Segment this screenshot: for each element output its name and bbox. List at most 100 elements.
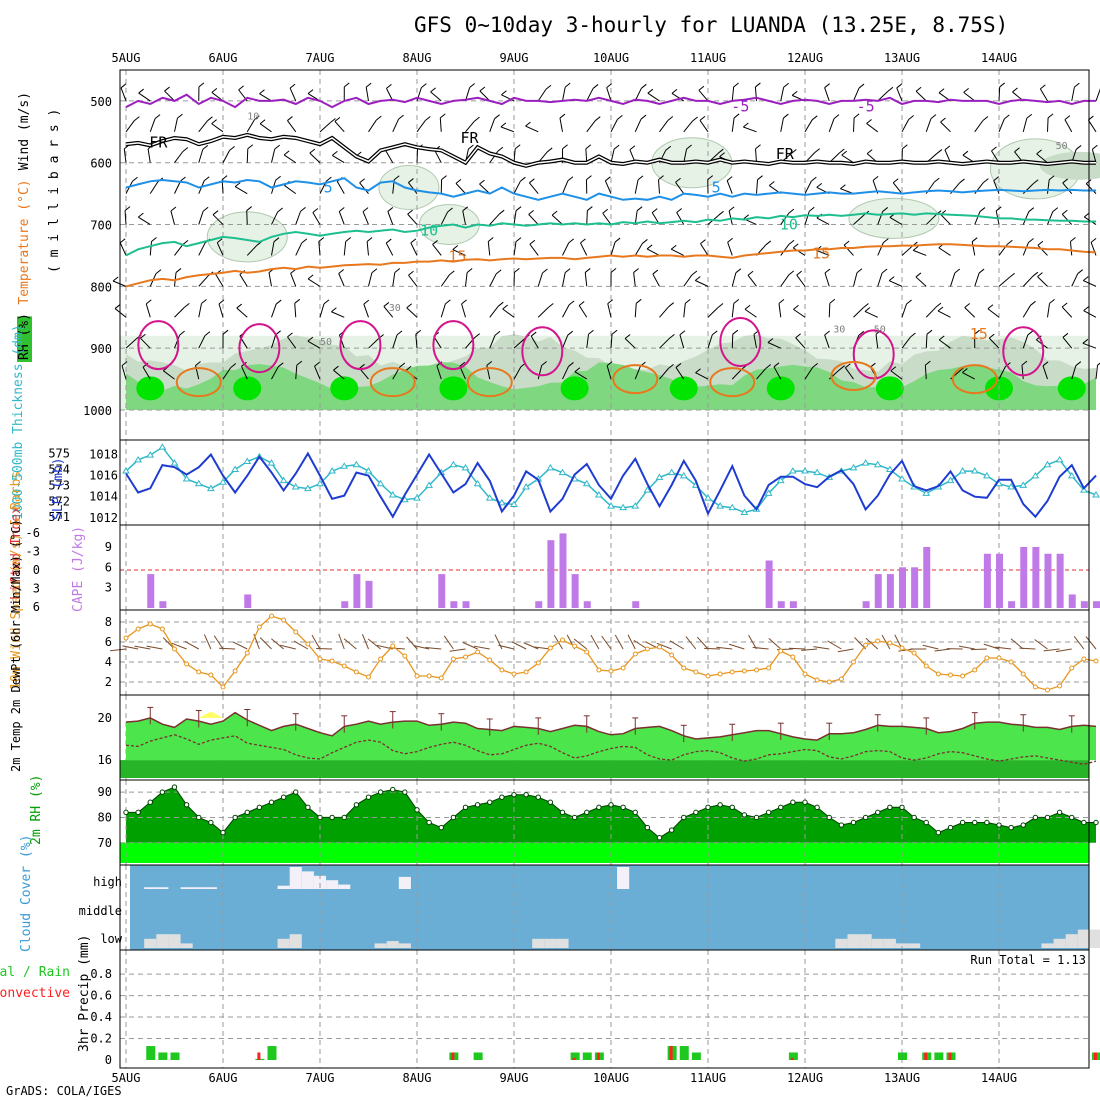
- precip-convective-bar: [596, 1052, 600, 1060]
- thickness-marker: [146, 451, 155, 458]
- wind-barb-flag: [814, 148, 821, 154]
- rh-contour-label: 30: [389, 303, 401, 314]
- wind-barb-flag: [393, 175, 400, 181]
- wind-barb: [843, 244, 854, 256]
- wind-barb-flag: [145, 299, 152, 305]
- wind-barb-flag: [274, 144, 280, 150]
- low-cloud-bar: [1053, 938, 1066, 948]
- wind-barb: [780, 212, 790, 225]
- wind-barb-flag: [669, 333, 675, 339]
- cape-bar: [341, 601, 349, 608]
- wind-barb-flag: [606, 361, 613, 367]
- wind-barb: [652, 273, 660, 287]
- wind-barb: [853, 87, 860, 102]
- wind-barb: [633, 272, 636, 287]
- thickness-marker: [885, 465, 894, 472]
- wind-barb: [489, 305, 499, 318]
- lifted-index-tick: 6: [33, 600, 40, 614]
- surface-wind-barb: [827, 640, 842, 650]
- wind-barb-flag: [164, 86, 170, 92]
- temp-tick: 20: [98, 711, 112, 725]
- wind-barb-flag: [1082, 276, 1089, 281]
- wind-barb: [562, 335, 569, 349]
- wind-barb-flag: [362, 207, 369, 213]
- thickness-marker: [267, 459, 276, 466]
- wind-barb-flag: [179, 330, 185, 336]
- cape-bar: [571, 574, 579, 608]
- wind-barb-flag: [218, 299, 225, 305]
- wind-barb: [1022, 118, 1028, 132]
- day-label-bottom: 9AUG: [500, 1071, 529, 1085]
- wind-speed-marker: [305, 641, 311, 647]
- wind-barb-flag: [684, 298, 691, 304]
- wind-barb: [707, 334, 713, 349]
- cape-bar: [886, 574, 894, 608]
- wind-barb-flag: [385, 238, 392, 244]
- wind-speed-marker: [729, 669, 735, 675]
- wind-barb: [780, 117, 784, 132]
- cloud-level-middle: middle: [79, 904, 122, 918]
- precip-tick: 0: [105, 1053, 112, 1067]
- wind-barb-flag: [408, 178, 414, 183]
- surface-wind-barb: [311, 634, 321, 650]
- rh2m-marker: [608, 802, 614, 808]
- wind-barb: [271, 303, 277, 318]
- precip-frame: [119, 949, 1090, 1069]
- rh2m-marker: [208, 819, 214, 826]
- rh2m-marker: [935, 829, 942, 836]
- wind-speed-marker: [657, 644, 662, 650]
- wind-barb-flag: [971, 237, 978, 243]
- wind-barb-flag: [1070, 237, 1076, 242]
- wind-barb-flag: [718, 210, 724, 216]
- wind-barb: [198, 211, 204, 225]
- low-cloud-bar: [556, 938, 569, 948]
- day-label-top: 5AUG: [112, 51, 141, 65]
- rh-patch: [848, 197, 940, 239]
- rh2m-marker: [1093, 819, 1099, 826]
- wind-barb-flag: [207, 116, 213, 122]
- wind-barb-flag: [452, 245, 459, 250]
- wind-barb-flag: [112, 276, 119, 282]
- wind-barb: [915, 90, 927, 102]
- wind-barb-flag: [853, 113, 860, 119]
- wind-barb-flag: [1077, 269, 1084, 275]
- isotherm-15: [125, 243, 1097, 288]
- wind-ylabel: 10m Wind Speed (m/s) & Barbs: [9, 471, 24, 690]
- wind-barb: [853, 117, 855, 132]
- wind-barb-flag: [277, 207, 283, 213]
- thickness-marker: [728, 503, 737, 511]
- wind-barb-flag: [307, 274, 314, 280]
- wind-barb: [1083, 280, 1097, 287]
- wind-barb: [174, 118, 178, 132]
- wind-barb: [675, 367, 685, 380]
- wind-barb-flag: [925, 360, 931, 366]
- wind-barb: [562, 242, 570, 256]
- surface-wind-barb: [213, 635, 224, 650]
- surface-wind-barb: [748, 634, 757, 650]
- contour-label: -5: [857, 97, 875, 115]
- wind-speed-marker: [875, 638, 881, 644]
- wind-barb-flag: [733, 298, 740, 304]
- wind-barb-flag: [637, 175, 644, 181]
- thickness-tick: 575: [48, 447, 70, 461]
- wind-barb: [318, 241, 321, 256]
- wind-barb: [586, 210, 588, 225]
- wind-speed-marker: [402, 653, 408, 659]
- wind-barb-flag: [359, 178, 365, 184]
- rh-core-blob: [669, 376, 698, 401]
- wind-barb: [1037, 276, 1048, 287]
- wind-barb-flag: [711, 330, 718, 336]
- cape-bar: [765, 560, 773, 608]
- day-label-top: 12AUG: [787, 51, 823, 65]
- wind-barb: [338, 334, 345, 349]
- contour-label: 10: [420, 222, 438, 240]
- surface-wind-barb: [219, 647, 236, 650]
- wind-barb: [562, 366, 569, 380]
- magenta-contour: [1002, 326, 1045, 377]
- wind-barb: [513, 148, 516, 163]
- rh2m-marker: [778, 804, 784, 811]
- wind-barb: [465, 120, 475, 133]
- precip-total-bar: [934, 1052, 944, 1060]
- wind-barb-flag: [1048, 175, 1055, 181]
- surface-wind-barb: [293, 640, 309, 650]
